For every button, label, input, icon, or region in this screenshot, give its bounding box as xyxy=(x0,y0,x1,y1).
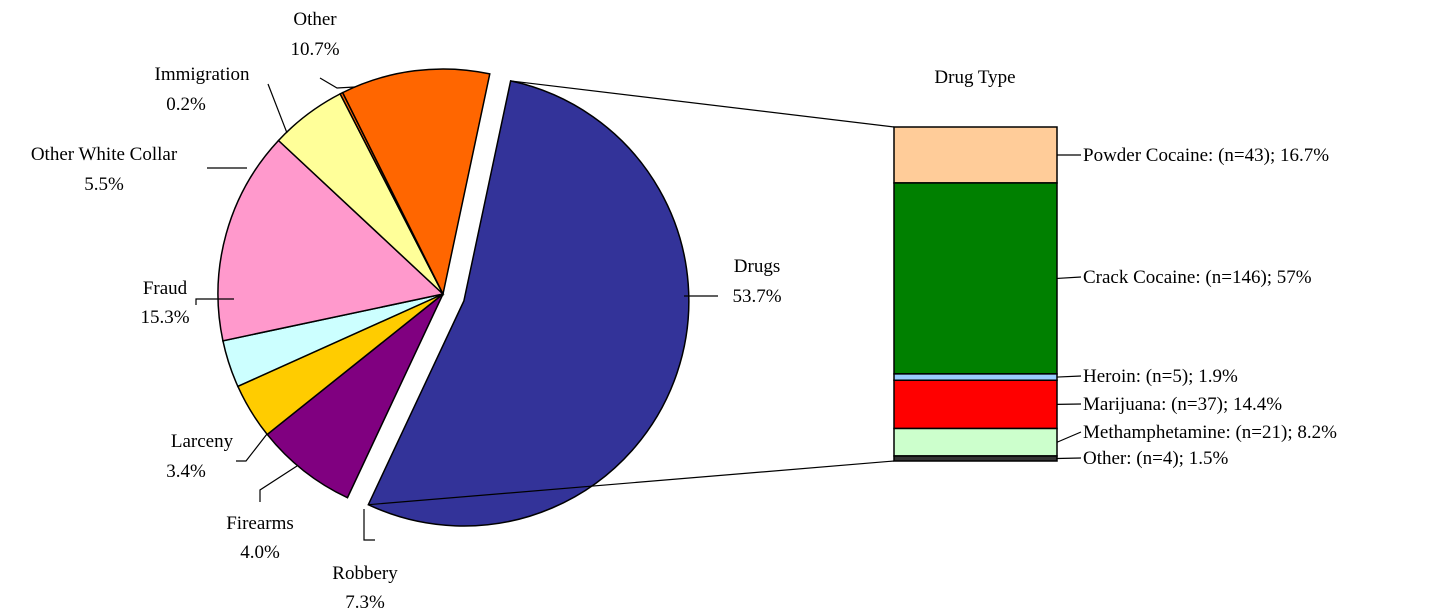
bar-segment-powder-cocaine xyxy=(893,126,1058,184)
pie-label-larceny: Larceny xyxy=(171,431,234,452)
connector-bottom xyxy=(368,460,895,506)
bar-label-methamphetamine: Methamphetamine: (n=21); 8.2% xyxy=(1083,422,1337,443)
pie-pct-larceny: 3.4% xyxy=(166,461,206,482)
pie-label-robbery: Robbery xyxy=(332,563,398,584)
bar-leader-methamphetamine xyxy=(1056,431,1082,443)
pie-pct-other: 10.7% xyxy=(290,39,339,60)
leader-line-fraud xyxy=(195,298,234,305)
pie-pct-drugs: 53.7% xyxy=(732,286,781,307)
pie-label-other-white-collar: Other White Collar xyxy=(31,144,178,165)
bar-segment-heroin xyxy=(893,373,1058,382)
pie-label-firearms: Firearms xyxy=(226,513,294,534)
pie-slice-fraud xyxy=(217,139,445,342)
pie-pct-robbery: 7.3% xyxy=(345,592,385,613)
pie-pct-other-white-collar: 5.5% xyxy=(84,174,124,195)
leader-line-firearms xyxy=(259,465,298,502)
leader-line-robbery xyxy=(363,509,375,541)
pie-pct-firearms: 4.0% xyxy=(240,542,280,563)
bar-title: Drug Type xyxy=(934,67,1015,88)
drug-type-stacked-bar: Drug Type Powder Cocaine: (n=43); 16.7% C… xyxy=(893,67,1337,469)
bar-label-marijuana: Marijuana: (n=37); 14.4% xyxy=(1083,394,1282,415)
pie-pct-fraud: 15.3% xyxy=(140,307,189,328)
bar-leader-heroin xyxy=(1056,375,1082,378)
pie-label-immigration: Immigration xyxy=(155,64,250,85)
offense-pie: Drugs 53.7% Robbery 7.3% Firearms 4.0% Larceny… xyxy=(31,9,782,613)
bar-label-other: Other: (n=4); 1.5% xyxy=(1083,448,1228,469)
bar-segment-other xyxy=(893,455,1058,462)
pie-to-bar-connectors xyxy=(368,80,895,506)
bar-label-crack-cocaine: Crack Cocaine: (n=146); 57% xyxy=(1083,267,1312,288)
leader-line-larceny xyxy=(236,433,268,462)
bar-label-powder-cocaine: Powder Cocaine: (n=43); 16.7% xyxy=(1083,145,1329,166)
pie-slice-robbery xyxy=(266,293,444,499)
bar-label-heroin: Heroin: (n=5); 1.9% xyxy=(1083,366,1238,387)
pie-label-other: Other xyxy=(293,9,337,30)
pie-slice-drugs xyxy=(367,80,690,527)
bar-segment-marijuana xyxy=(893,379,1058,430)
pie-label-drugs: Drugs xyxy=(734,256,780,277)
connector-top xyxy=(510,80,895,128)
pie-slice-other xyxy=(341,68,491,297)
pie-label-fraud: Fraud xyxy=(143,278,188,299)
pie-pct-immigration: 0.2% xyxy=(166,94,206,115)
leader-line-other xyxy=(319,77,356,89)
bar-leader-crack-cocaine xyxy=(1056,276,1082,280)
bar-segment-crack-cocaine xyxy=(893,182,1058,375)
leader-line-immigration xyxy=(267,83,288,134)
bar-segment-methamphetamine xyxy=(893,427,1058,457)
